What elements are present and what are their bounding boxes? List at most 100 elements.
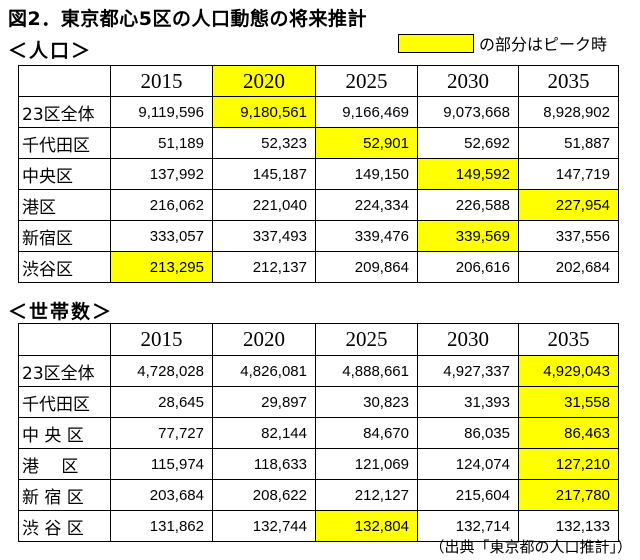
value-cell: 4,888,661 xyxy=(315,355,418,387)
peak-value-cell: 217,780 xyxy=(518,479,619,511)
value-cell: 132,133 xyxy=(518,510,619,542)
section-title-population: ＜人口＞ xyxy=(8,40,93,62)
row-label: 23区全体 xyxy=(18,355,111,387)
peak-value-cell: 86,463 xyxy=(518,417,619,449)
table-row: 新 宿 区 203,684 208,622 212,127 215,604 217,780 xyxy=(18,479,619,511)
peak-value-cell: 132,804 xyxy=(315,510,418,542)
peak-value-cell: 9,180,561 xyxy=(212,96,316,128)
table-row: 新宿区 333,057 337,493 339,476 339,569 337,556 xyxy=(18,220,619,252)
table-row: 千代田区 51,189 52,323 52,901 52,692 51,887 xyxy=(18,127,619,159)
table-row: 港区 216,062 221,040 224,334 226,588 227,954 xyxy=(18,189,619,221)
value-cell: 9,119,596 xyxy=(110,96,213,128)
value-cell: 145,187 xyxy=(212,158,316,190)
year-header: 2030 xyxy=(417,65,519,97)
page-title: 図2．東京都心5区の人口動態の将来推計 xyxy=(8,8,367,30)
households-table: 2015 2020 2025 2030 2035 23区全体 4,728,028 4,826,… xyxy=(18,323,619,542)
value-cell: 333,057 xyxy=(110,220,213,252)
value-cell: 4,826,081 xyxy=(212,355,316,387)
peak-value-cell: 52,901 xyxy=(315,127,418,159)
value-cell: 226,588 xyxy=(417,189,519,221)
source-note: （出典「東京都の人口推計」） xyxy=(429,538,632,556)
population-table: 2015 2020 2025 2030 2035 23区全体 9,119,596 9,180,… xyxy=(18,65,619,283)
value-cell: 8,928,902 xyxy=(518,96,619,128)
value-cell: 339,476 xyxy=(315,220,418,252)
peak-value-cell: 213,295 xyxy=(110,251,213,283)
row-label: 23区全体 xyxy=(18,96,111,128)
table-row: 渋 谷 区 131,862 132,744 132,804 132,714 132,133 xyxy=(18,510,619,542)
year-header: 2035 xyxy=(518,65,619,97)
row-label: 中央区 xyxy=(18,158,111,190)
peak-value-cell: 4,929,043 xyxy=(518,355,619,387)
peak-value-cell: 227,954 xyxy=(518,189,619,221)
value-cell: 209,864 xyxy=(315,251,418,283)
table-row: 港 区 115,974 118,633 121,069 124,074 127,210 xyxy=(18,448,619,480)
value-cell: 84,670 xyxy=(315,417,418,449)
value-cell: 51,189 xyxy=(110,127,213,159)
value-cell: 132,714 xyxy=(417,510,519,542)
value-cell: 202,684 xyxy=(518,251,619,283)
value-cell: 4,927,337 xyxy=(417,355,519,387)
peak-value-cell: 127,210 xyxy=(518,448,619,480)
value-cell: 147,719 xyxy=(518,158,619,190)
value-cell: 28,645 xyxy=(110,386,213,418)
value-cell: 149,150 xyxy=(315,158,418,190)
value-cell: 215,604 xyxy=(417,479,519,511)
value-cell: 77,727 xyxy=(110,417,213,449)
value-cell: 131,862 xyxy=(110,510,213,542)
value-cell: 52,323 xyxy=(212,127,316,159)
year-header: 2020 xyxy=(212,323,316,356)
row-label: 港 区 xyxy=(18,448,111,480)
table-row: 23区全体 4,728,028 4,826,081 4,888,661 4,927,33… xyxy=(18,355,619,387)
value-cell: 52,692 xyxy=(417,127,519,159)
row-label: 千代田区 xyxy=(18,386,111,418)
value-cell: 137,992 xyxy=(110,158,213,190)
table-row: 23区全体 9,119,596 9,180,561 9,166,469 9,073,66… xyxy=(18,96,619,128)
row-label: 新 宿 区 xyxy=(18,479,111,511)
year-header: 2015 xyxy=(110,323,213,356)
legend: の部分はピーク時 xyxy=(398,31,607,55)
value-cell: 31,393 xyxy=(417,386,519,418)
legend-text: の部分はピーク時 xyxy=(479,35,608,54)
value-cell: 124,074 xyxy=(417,448,519,480)
value-cell: 216,062 xyxy=(110,189,213,221)
value-cell: 203,684 xyxy=(110,479,213,511)
row-label: 千代田区 xyxy=(18,127,111,159)
peak-value-cell: 31,558 xyxy=(518,386,619,418)
corner-cell xyxy=(18,65,111,97)
table-row: 千代田区 28,645 29,897 30,823 31,393 31,558 xyxy=(18,386,619,418)
value-cell: 224,334 xyxy=(315,189,418,221)
year-header: 2025 xyxy=(315,323,418,356)
year-header: 2030 xyxy=(417,323,519,356)
header-row: 2015 2020 2025 2030 2035 xyxy=(18,323,619,356)
value-cell: 206,616 xyxy=(417,251,519,283)
value-cell: 132,744 xyxy=(212,510,316,542)
value-cell: 212,127 xyxy=(315,479,418,511)
value-cell: 30,823 xyxy=(315,386,418,418)
row-label: 新宿区 xyxy=(18,220,111,252)
row-label: 渋谷区 xyxy=(18,251,111,283)
value-cell: 9,166,469 xyxy=(315,96,418,128)
legend-swatch xyxy=(398,33,474,53)
table-row: 中 央 区 77,727 82,144 84,670 86,035 86,463 xyxy=(18,417,619,449)
year-header: 2035 xyxy=(518,323,619,356)
year-header: 2015 xyxy=(110,65,213,97)
value-cell: 212,137 xyxy=(212,251,316,283)
table-row: 中央区 137,992 145,187 149,150 149,592 147,719 xyxy=(18,158,619,190)
peak-value-cell: 339,569 xyxy=(417,220,519,252)
value-cell: 121,069 xyxy=(315,448,418,480)
row-label: 中 央 区 xyxy=(18,417,111,449)
value-cell: 115,974 xyxy=(110,448,213,480)
value-cell: 82,144 xyxy=(212,417,316,449)
year-header: 2025 xyxy=(315,65,418,97)
value-cell: 208,622 xyxy=(212,479,316,511)
row-label: 港区 xyxy=(18,189,111,221)
peak-value-cell: 149,592 xyxy=(417,158,519,190)
header-row: 2015 2020 2025 2030 2035 xyxy=(18,65,619,97)
value-cell: 221,040 xyxy=(212,189,316,221)
row-label: 渋 谷 区 xyxy=(18,510,111,542)
value-cell: 51,887 xyxy=(518,127,619,159)
table-row: 渋谷区 213,295 212,137 209,864 206,616 202,684 xyxy=(18,251,619,283)
value-cell: 9,073,668 xyxy=(417,96,519,128)
value-cell: 4,728,028 xyxy=(110,355,213,387)
value-cell: 29,897 xyxy=(212,386,316,418)
